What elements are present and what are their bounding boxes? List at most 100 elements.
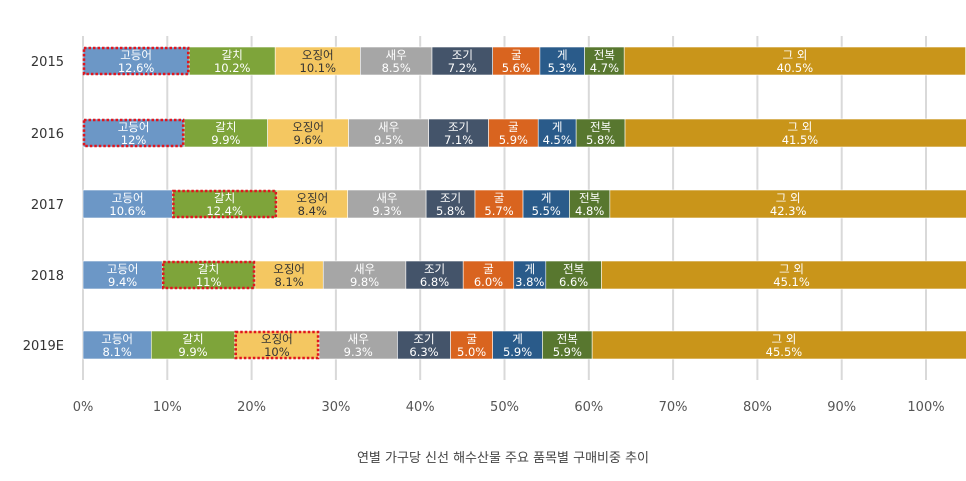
segment-value-label: 5.6%: [502, 61, 531, 75]
segment-value-label: 5.5%: [532, 204, 561, 218]
segment-labels: 고등어12.6%갈치10.2%오징어10.1%새우8.5%조기7.2%굴5.6%…: [101, 48, 818, 359]
bar-segment: [545, 260, 602, 290]
bar-segment: [488, 118, 539, 148]
highlight-boxes: [82, 46, 320, 360]
segment-name-label: 조기: [440, 191, 461, 205]
bar-segment: [522, 189, 570, 219]
segment-value-label: 5.9%: [499, 133, 528, 147]
segment-value-label: 12.4%: [206, 204, 243, 218]
segment-value-label: 10.1%: [300, 61, 337, 75]
bar-segment: [450, 330, 493, 360]
segment-value-label: 9.5%: [374, 133, 403, 147]
x-tick-label: 0%: [73, 400, 94, 415]
highlight-box: [172, 189, 278, 219]
segment-value-label: 6.0%: [474, 275, 503, 289]
segment-value-label: 6.8%: [420, 275, 449, 289]
segment-value-label: 45.1%: [773, 275, 810, 289]
segment-value-label: 41.5%: [782, 133, 819, 147]
segment-value-label: 45.5%: [766, 345, 803, 359]
bar-segment: [322, 260, 407, 290]
bar-segment: [609, 189, 966, 219]
bar-segment: [188, 46, 276, 76]
segment-name-label: 조기: [424, 262, 445, 276]
segment-name-label: 오징어: [292, 120, 324, 134]
segment-name-label: 게: [524, 262, 535, 276]
bar-segment: [474, 189, 524, 219]
segment-name-label: 새우: [378, 120, 399, 134]
segment-name-label: 굴: [508, 120, 519, 134]
segment-value-label: 8.1%: [275, 275, 304, 289]
bar-segment: [150, 330, 236, 360]
segment-name-label: 고등어: [107, 262, 139, 276]
segment-name-label: 그 외: [776, 191, 801, 205]
segment-value-label: 9.9%: [178, 345, 207, 359]
segment-value-label: 6.6%: [559, 275, 588, 289]
segment-value-label: 10%: [264, 345, 290, 359]
segment-name-label: 그 외: [779, 262, 804, 276]
bar-segment: [397, 330, 451, 360]
y-axis: 2015 2016 2017 2018 2019E: [23, 55, 64, 354]
x-tick-label: 90%: [827, 400, 856, 415]
segment-value-label: 5.7%: [484, 204, 513, 218]
segment-value-label: 8.1%: [103, 345, 132, 359]
bar-segment: [82, 189, 173, 219]
x-tick-label: 40%: [406, 400, 435, 415]
segment-name-label: 전복: [590, 120, 611, 134]
segment-name-label: 갈치: [182, 332, 203, 346]
bar-segment: [183, 118, 268, 148]
bar-segment: [172, 189, 278, 219]
x-tick-label: 10%: [153, 400, 182, 415]
y-tick-label: 2018: [31, 269, 64, 284]
highlight-box: [82, 46, 190, 76]
segment-name-label: 오징어: [273, 262, 305, 276]
bar-segment: [348, 118, 429, 148]
segment-name-label: 굴: [494, 191, 505, 205]
segment-name-label: 그 외: [782, 48, 807, 62]
x-tick-label: 60%: [574, 400, 603, 415]
segment-name-label: 오징어: [296, 191, 328, 205]
segment-name-label: 갈치: [198, 262, 219, 276]
segment-name-label: 새우: [348, 332, 369, 346]
bar-segment: [428, 118, 489, 148]
segment-name-label: 게: [552, 120, 563, 134]
bar-segment: [405, 260, 464, 290]
segment-value-label: 10.2%: [214, 61, 251, 75]
highlight-box: [234, 330, 320, 360]
segment-name-label: 전복: [579, 191, 600, 205]
segment-name-label: 게: [512, 332, 523, 346]
segment-value-label: 4.5%: [543, 133, 572, 147]
segment-name-label: 새우: [376, 191, 397, 205]
segment-name-label: 오징어: [302, 48, 334, 62]
segment-value-label: 4.8%: [575, 204, 604, 218]
segment-name-label: 갈치: [214, 191, 235, 205]
segment-value-label: 5.9%: [553, 345, 582, 359]
chart-caption: 연별 가구당 신선 해수산물 주요 품목별 구매비중 추이: [357, 451, 649, 466]
x-tick-label: 100%: [907, 400, 944, 415]
segment-value-label: 9.9%: [211, 133, 240, 147]
bar-segment: [492, 330, 543, 360]
segment-name-label: 게: [541, 191, 552, 205]
x-tick-label: 70%: [659, 400, 688, 415]
segment-name-label: 전복: [563, 262, 584, 276]
segment-value-label: 5.8%: [436, 204, 465, 218]
y-tick-label: 2019E: [23, 339, 64, 354]
segment-value-label: 5.8%: [586, 133, 615, 147]
bar-segment: [601, 260, 966, 290]
segment-name-label: 굴: [466, 332, 477, 346]
x-tick-label: 80%: [743, 400, 772, 415]
segment-name-label: 갈치: [215, 120, 236, 134]
y-tick-label: 2015: [31, 55, 64, 70]
segment-name-label: 갈치: [222, 48, 243, 62]
segment-value-label: 40.5%: [777, 61, 814, 75]
segment-name-label: 새우: [354, 262, 375, 276]
bar-segment: [492, 46, 541, 76]
segment-name-label: 전복: [594, 48, 615, 62]
bar-segment: [591, 330, 966, 360]
bar-segment: [431, 46, 493, 76]
segment-name-label: 조기: [452, 48, 473, 62]
bar-segment: [267, 118, 349, 148]
segment-value-label: 9.4%: [108, 275, 137, 289]
segment-name-label: 그 외: [788, 120, 813, 134]
segment-value-label: 4.7%: [590, 61, 619, 75]
